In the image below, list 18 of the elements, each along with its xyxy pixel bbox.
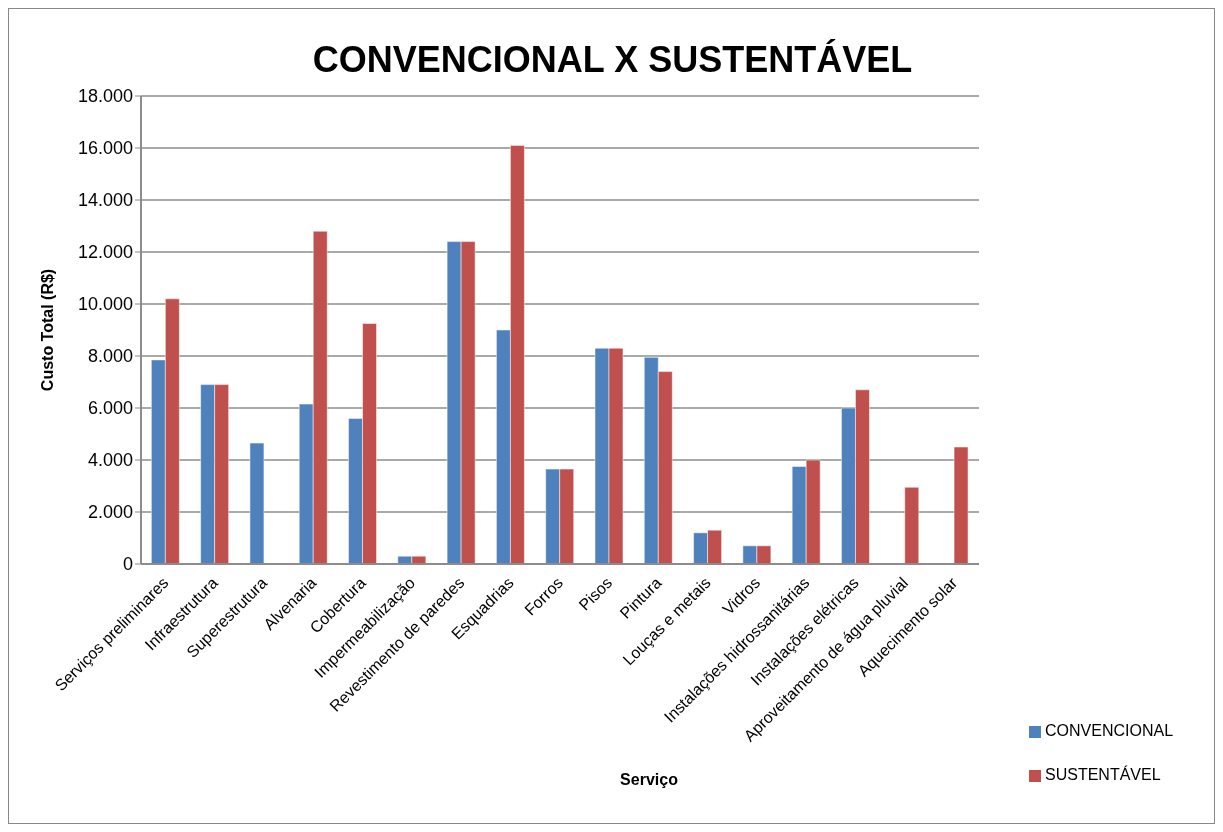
y-tick-label: 18.000 — [77, 86, 133, 107]
y-tick-label: 4.000 — [87, 450, 133, 471]
bar — [904, 487, 920, 564]
bar — [249, 442, 265, 564]
legend-label: CONVENCIONAL — [1045, 722, 1174, 739]
y-tick-label: 6.000 — [87, 398, 133, 419]
chart-title: CONVENCIONAL X SUSTENTÁVEL — [311, 39, 914, 81]
y-tick-label: 16.000 — [77, 138, 133, 159]
y-axis-title: Custo Total (R$) — [38, 268, 56, 392]
x-axis-title: Serviço — [619, 771, 679, 789]
y-tick-label: 2.000 — [87, 502, 133, 523]
y-tick-label: 14.000 — [77, 190, 133, 211]
bar — [953, 446, 969, 564]
y-tick-label: 12.000 — [77, 242, 133, 263]
legend-label: SUSTENTÁVEL — [1045, 766, 1161, 783]
y-tick-label: 0 — [122, 554, 133, 575]
y-tick-label: 10.000 — [77, 294, 133, 315]
y-tick-label: 8.000 — [87, 346, 133, 367]
